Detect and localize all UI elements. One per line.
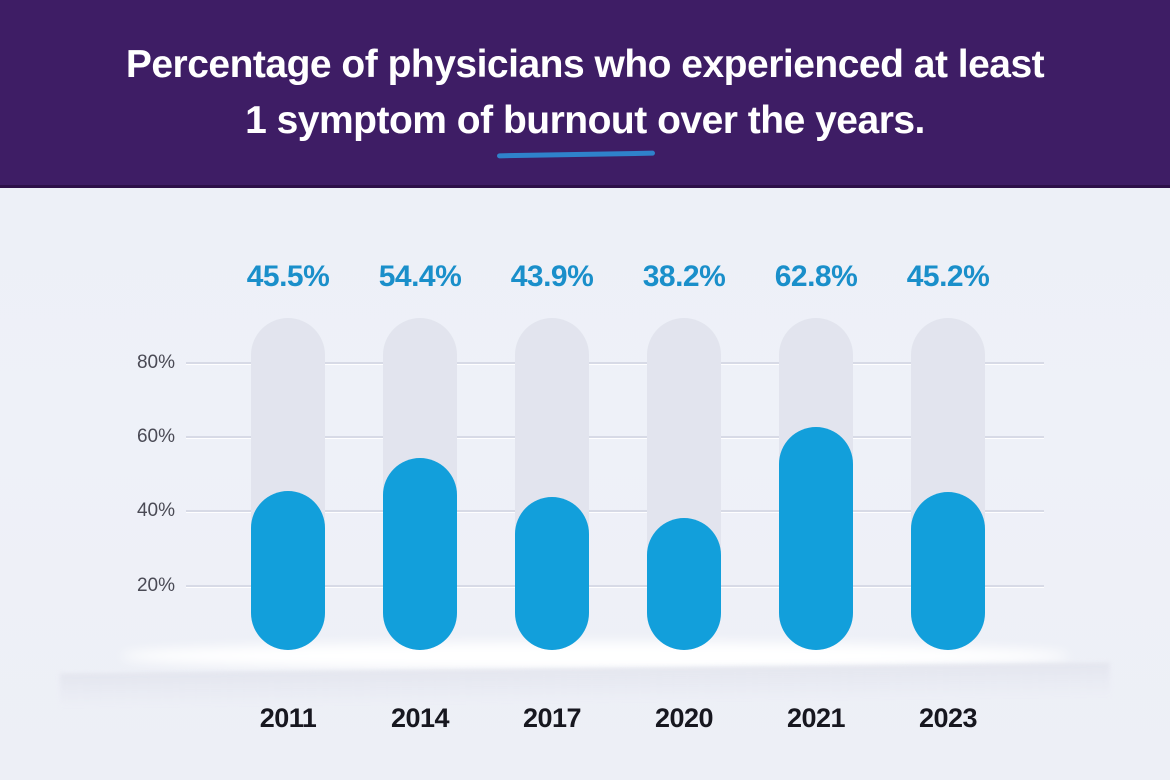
bar-value-label: 54.4%: [378, 260, 462, 293]
x-axis-label: 2017: [522, 703, 582, 733]
bar-value-label: 38.2%: [642, 260, 726, 293]
bar-fill: [515, 496, 589, 650]
bar-value-label: 43.9%: [510, 260, 594, 293]
bar-value-label: 45.5%: [246, 260, 330, 293]
bar-fill: [383, 457, 457, 650]
y-axis-label: 60%: [136, 426, 175, 448]
bar-value-label: 45.2%: [906, 260, 990, 293]
bar-fill: [779, 426, 853, 650]
page-title-line1: Percentage of physicians who experienced…: [125, 42, 1045, 86]
y-axis-label: 80%: [136, 351, 175, 373]
bar-value-label: 62.8%: [774, 260, 858, 293]
grid-line: [186, 510, 1044, 513]
header-banner: Percentage of physicians who experienced…: [0, 0, 1170, 188]
bar-fill: [251, 490, 325, 650]
bar-fill: [911, 492, 985, 650]
title-line2-suffix: over the years.: [646, 98, 925, 142]
x-axis-label: 2011: [259, 703, 317, 733]
y-axis-label: 20%: [136, 574, 175, 596]
grid-line: [186, 436, 1044, 439]
title-line2-prefix: 1 symptom of: [245, 98, 503, 142]
bar-fill: [647, 518, 721, 650]
grid-line: [186, 361, 1044, 364]
y-axis-label: 40%: [136, 500, 175, 522]
x-axis-label: 2023: [918, 703, 978, 733]
page-title-line2: 1 symptom of burnout over the years.: [245, 95, 925, 147]
title-burnout-highlighted-word: burnout: [503, 95, 647, 147]
x-axis-label: 2021: [786, 703, 846, 733]
grid-line: [186, 584, 1044, 587]
x-axis-label: 2014: [390, 703, 450, 733]
x-axis-label: 2020: [654, 703, 714, 733]
